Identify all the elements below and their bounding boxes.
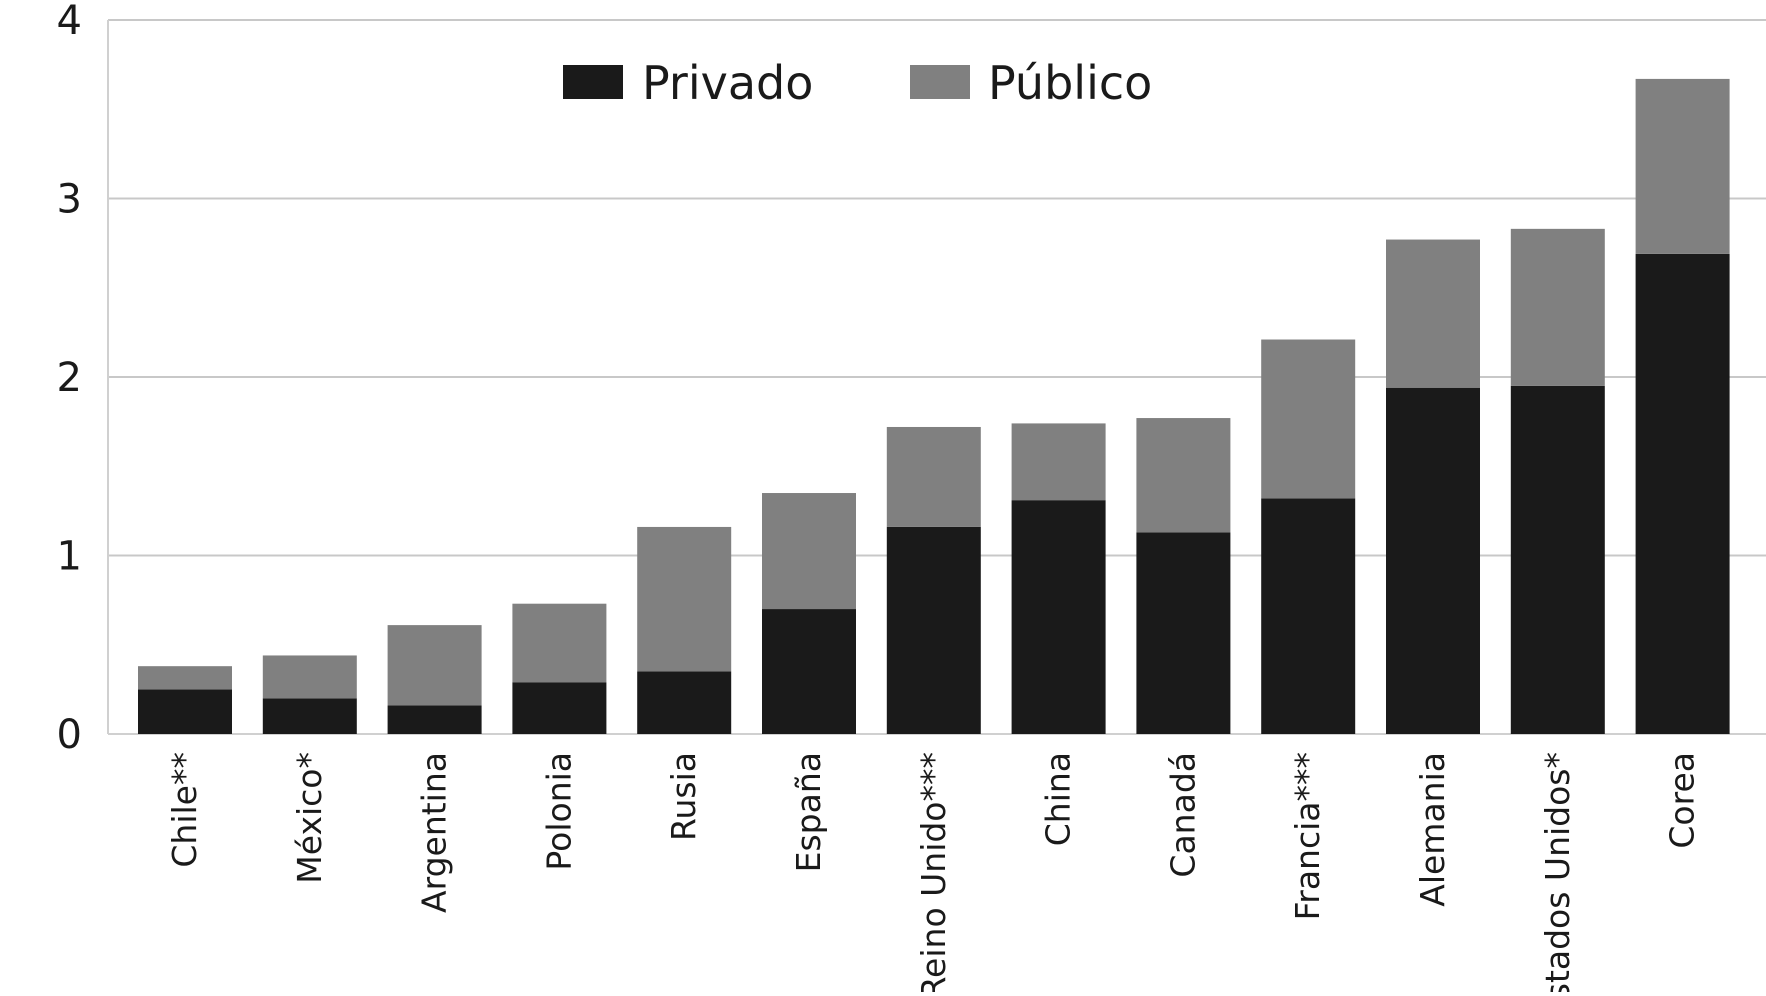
y-tick-label: 4: [57, 0, 82, 44]
x-category-label: Polonia: [539, 752, 578, 871]
x-category-label: Alemania: [1413, 752, 1452, 907]
y-axis-tick-labels: 0 1 2 3 4: [57, 0, 82, 758]
x-category-label: China: [1039, 752, 1078, 846]
bar-privado-5: [762, 609, 856, 734]
bar-publico-1: [262, 655, 357, 699]
x-axis-category-labels: Chile** México* Argentina Polonia Rusia Españ…: [165, 752, 1702, 996]
y-tick-label: 3: [57, 177, 82, 223]
bar-privado-7: [1011, 500, 1106, 734]
bar-publico-9: [1261, 339, 1356, 499]
bar-privado-10: [1386, 387, 1480, 734]
x-category-label: Chile**: [165, 752, 204, 868]
bar-publico-6: [886, 426, 981, 527]
bar-privado-11: [1510, 385, 1605, 734]
x-category-label: Estados Unidos*: [1538, 752, 1577, 992]
y-tick-label: 0: [57, 712, 82, 758]
bar-privado-4: [637, 671, 732, 734]
bar-publico-5: [762, 493, 856, 610]
legend-label-privado: Privado: [642, 56, 813, 110]
legend-label-publico: Público: [988, 56, 1152, 110]
bar-privado-6: [886, 526, 981, 734]
bar-privado-9: [1261, 498, 1356, 734]
bar-privado-3: [512, 682, 607, 734]
x-category-label: España: [789, 752, 828, 872]
bar-privado-0: [138, 689, 232, 734]
x-category-label: Francia***: [1288, 752, 1327, 920]
bar-publico-0: [138, 666, 232, 690]
bar-publico-4: [637, 526, 732, 672]
bar-privado-8: [1136, 532, 1231, 734]
y-tick-label: 1: [57, 534, 82, 580]
x-category-label: Corea: [1663, 752, 1702, 849]
bar-privado-1: [262, 698, 357, 734]
legend-swatch-privado: [563, 65, 623, 99]
legend: Privado Público: [563, 56, 1152, 110]
bar-publico-2: [387, 625, 482, 706]
bar-privado-2: [387, 705, 482, 734]
gridlines: [107, 19, 1766, 735]
bar-publico-10: [1386, 239, 1480, 388]
x-category-label: Argentina: [415, 752, 454, 913]
x-category-label: Reino Unido***: [914, 752, 953, 992]
bar-publico-7: [1011, 423, 1106, 501]
x-category-label: Rusia: [664, 752, 703, 841]
bar-publico-12: [1635, 78, 1730, 254]
x-category-label: México*: [290, 752, 329, 884]
y-tick-label: 2: [57, 355, 82, 401]
bars: [138, 78, 1730, 734]
bar-publico-11: [1510, 228, 1605, 386]
legend-swatch-publico: [910, 65, 970, 99]
bar-publico-8: [1136, 418, 1231, 533]
x-category-label: Canadá: [1163, 752, 1202, 878]
bar-privado-12: [1635, 253, 1730, 734]
bar-publico-3: [512, 603, 607, 683]
